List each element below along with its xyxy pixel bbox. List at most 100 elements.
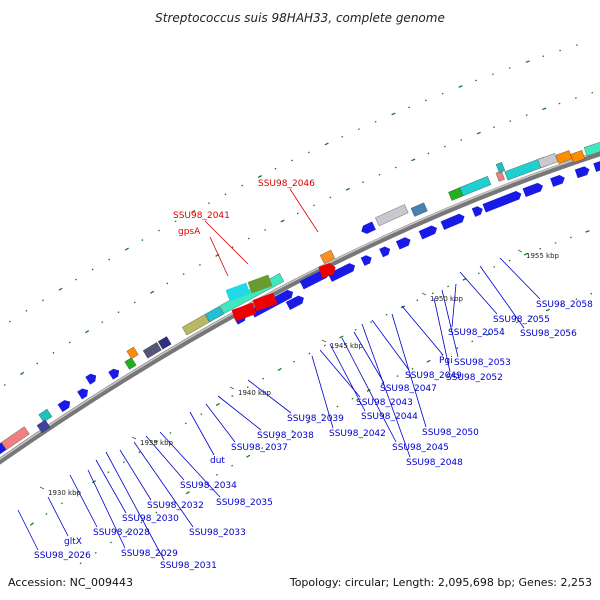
gene-feature — [0, 442, 7, 458]
gc-dot — [91, 268, 94, 271]
gc-dot — [257, 174, 262, 178]
scale-tick-label: 1935 kbp — [140, 439, 174, 447]
gc-dot — [122, 461, 125, 464]
gc-dot — [261, 447, 264, 449]
gc-dot — [108, 258, 111, 261]
gc-dot — [60, 502, 63, 505]
label-leader — [371, 319, 410, 371]
label-leader — [341, 337, 397, 443]
gc-dot — [231, 246, 234, 249]
gene-label: gpsA — [178, 227, 201, 237]
gene-feature — [555, 150, 573, 164]
gc-dot — [508, 259, 511, 262]
gc-dot — [277, 367, 282, 371]
gc-dot — [411, 367, 414, 370]
gc-dot — [456, 347, 459, 349]
gc-dot — [291, 430, 294, 432]
gc-dot — [29, 522, 34, 526]
gc-dot — [396, 375, 399, 377]
gc-dot — [471, 340, 474, 343]
gene-label: gltX — [64, 537, 82, 547]
gc-dot — [542, 107, 547, 111]
gene-label: SSU98_2033 — [189, 528, 246, 538]
label-leader — [119, 449, 152, 501]
gc-dot — [124, 247, 129, 251]
topology-summary: Topology: circular; Length: 2,095,698 bp… — [289, 576, 592, 589]
gene-feature — [319, 249, 336, 264]
gene-feature — [570, 150, 586, 163]
gc-dot — [321, 413, 324, 416]
gene-feature — [410, 202, 428, 217]
gc-dot — [585, 230, 590, 233]
genome-backbone — [0, 150, 600, 465]
gene-label: SSU98_2030 — [122, 514, 179, 524]
gene-feature — [182, 314, 210, 336]
gc-dot — [262, 377, 265, 380]
gc-dot — [200, 483, 203, 485]
gene-label: SSU98_2042 — [329, 429, 386, 439]
gc-dot — [150, 290, 155, 294]
gc-dot — [525, 60, 530, 63]
gc-dot — [339, 335, 344, 339]
gc-dot — [341, 135, 344, 138]
gene-label: SSU98_2056 — [520, 329, 577, 339]
gene-feature — [124, 357, 137, 370]
gene-label: Pgi — [439, 356, 453, 366]
label-leader — [329, 343, 366, 412]
gc-dot — [385, 313, 388, 316]
label-leader — [47, 496, 69, 537]
gc-dot — [231, 395, 234, 397]
gene-label: SSU98_2037 — [231, 443, 288, 453]
gene-label: SSU98_2026 — [34, 551, 91, 561]
gc-dot — [345, 187, 350, 191]
scale-tick-mark — [39, 486, 45, 490]
gene-label: SSU98_2045 — [392, 443, 449, 453]
label-leader — [479, 265, 525, 329]
gc-dot — [424, 99, 427, 102]
gene-label: SSU98_2049 — [405, 371, 462, 381]
gene-feature — [247, 274, 273, 294]
gc-dot — [539, 247, 542, 250]
gc-dot — [133, 301, 136, 304]
gc-dot — [140, 521, 143, 524]
gene-feature — [379, 246, 391, 258]
gene-label: SSU98_2041 — [173, 211, 230, 221]
gc-dot — [307, 151, 310, 154]
gc-dot — [475, 79, 478, 82]
label-leader — [95, 459, 127, 514]
gene-label: SSU98_2029 — [121, 549, 178, 559]
gc-dot — [25, 309, 28, 312]
gc-dot — [575, 298, 578, 301]
label-leaders — [17, 188, 541, 561]
gc-dot — [224, 193, 227, 196]
label-leader — [159, 431, 221, 498]
gene-feature — [495, 162, 506, 174]
gc-dot — [525, 114, 528, 116]
gc-dot — [200, 413, 203, 416]
gc-dot — [158, 229, 160, 232]
gc-dot — [215, 473, 218, 476]
gc-dot — [554, 242, 557, 244]
label-leader — [87, 469, 126, 549]
gc-dot — [141, 239, 144, 242]
gc-dot — [408, 106, 411, 109]
gc-dot — [545, 308, 551, 312]
gene-feature — [85, 373, 97, 385]
gc-dot — [354, 328, 357, 331]
gc-dot — [329, 196, 332, 199]
gene-feature — [471, 206, 483, 217]
gene-feature — [593, 160, 600, 172]
gc-dot — [590, 292, 593, 295]
gene-feature — [375, 204, 409, 227]
gc-dot — [169, 431, 172, 434]
gc-dot — [85, 329, 90, 334]
gc-dot — [501, 327, 504, 330]
gc-dot — [191, 209, 196, 214]
gc-dot — [182, 273, 185, 276]
gc-dot — [306, 420, 311, 424]
gc-dot — [125, 530, 130, 534]
label-leader — [189, 411, 215, 456]
gene-label: SSU98_2044 — [361, 412, 418, 422]
gc-dot — [560, 303, 563, 306]
